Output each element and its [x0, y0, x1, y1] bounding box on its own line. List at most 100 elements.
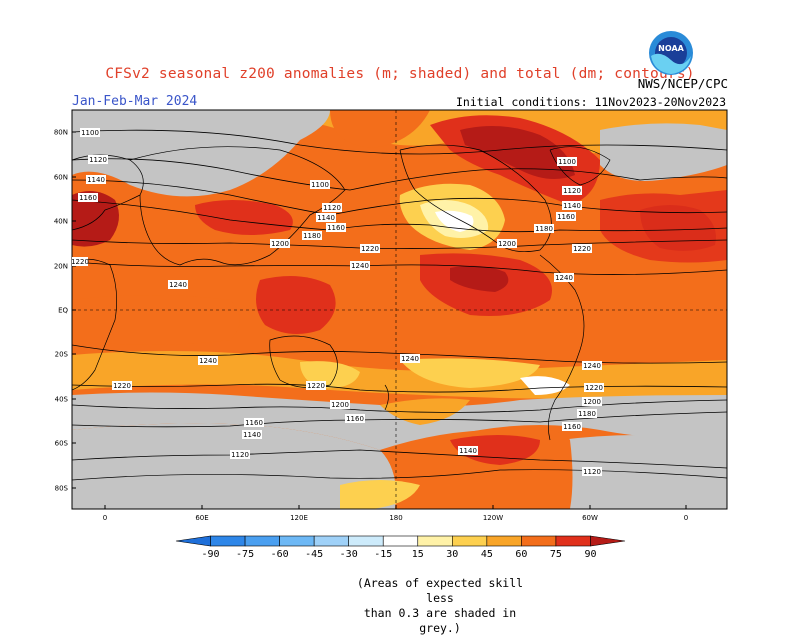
contour-label-1140-c: 1140 — [562, 201, 582, 210]
svg-text:1200: 1200 — [498, 240, 516, 248]
contour-label-1240-f: 1240 — [400, 354, 420, 363]
contour-label-1100-c: 1100 — [557, 157, 577, 166]
colorbar-label: -75 — [236, 549, 254, 560]
contour-label-1240-d: 1240 — [554, 273, 574, 282]
colorbar-swatch — [521, 535, 557, 547]
season-label: Jan-Feb-Mar 2024 — [72, 94, 198, 109]
lat-tick-label: 20N — [54, 263, 68, 271]
lon-tick-label: 120E — [290, 514, 308, 522]
colorbar-label: -15 — [374, 549, 392, 560]
skill-note: (Areas of expected skill less than 0.3 a… — [340, 576, 540, 636]
contour-label-1120-c: 1120 — [562, 186, 582, 195]
colorbar-label: 90 — [584, 549, 596, 560]
contour-label-1160-f: 1160 — [562, 422, 582, 431]
lat-tick-label: 40N — [54, 218, 68, 226]
colorbar-label: 15 — [412, 549, 424, 560]
contour-label-1140-e: 1140 — [458, 446, 478, 455]
red-maritime-continent — [256, 276, 336, 334]
grey-south-east — [560, 435, 727, 509]
svg-text:1220: 1220 — [71, 258, 89, 266]
colorbar-label: 75 — [550, 549, 562, 560]
contour-label-1120: 1120 — [88, 155, 108, 164]
svg-text:1120: 1120 — [231, 451, 249, 459]
colorbar-swatch — [590, 535, 626, 547]
contour-label-1160-d: 1160 — [244, 418, 264, 427]
lat-tick-label: 80N — [54, 129, 68, 137]
svg-text:1140: 1140 — [87, 176, 105, 184]
colorbar: -90 -75 -60 -45 -30 -15 15 30 45 60 75 90 — [175, 535, 626, 560]
svg-text:1240: 1240 — [351, 262, 369, 270]
svg-text:1240: 1240 — [401, 355, 419, 363]
coastlines — [72, 144, 727, 481]
lat-tick-label: 80S — [55, 485, 69, 493]
red-europe-west — [72, 191, 119, 247]
svg-text:1140: 1140 — [563, 202, 581, 210]
contour-label-1220-f: 1220 — [584, 383, 604, 392]
contour-label-1160-c: 1160 — [556, 212, 576, 221]
contour-label-1220-d: 1220 — [112, 381, 132, 390]
lon-tick-label: 60W — [582, 514, 598, 522]
lat-tick-label: 60S — [55, 440, 69, 448]
svg-text:1240: 1240 — [169, 281, 187, 289]
lat-tick-label: EQ — [58, 307, 68, 315]
contour-label-1160-b: 1160 — [326, 223, 346, 232]
map-field — [72, 110, 727, 509]
svg-text:1200: 1200 — [331, 401, 349, 409]
colorbar-swatch — [210, 535, 246, 547]
colorbar-swatch — [313, 535, 349, 547]
contour-label-1100-b: 1100 — [310, 180, 330, 189]
colorbar-swatch — [348, 535, 384, 547]
svg-text:1160: 1160 — [346, 415, 364, 423]
colorbar-swatch — [244, 535, 280, 547]
colorbar-swatch — [417, 535, 453, 547]
svg-text:NOAA: NOAA — [658, 44, 684, 53]
svg-text:1220: 1220 — [113, 382, 131, 390]
lon-tick-label: 120W — [483, 514, 503, 522]
svg-text:1180: 1180 — [535, 225, 553, 233]
contour-label-1200-e: 1200 — [582, 397, 602, 406]
latitude-axis: 80N 60N 40N 20N EQ 20S 40S 60S 80S — [54, 129, 76, 493]
chart-title: CFSv2 seasonal z200 anomalies (m; shaded… — [105, 66, 695, 82]
svg-text:1200: 1200 — [583, 398, 601, 406]
contour-label-1240-g: 1240 — [582, 361, 602, 370]
colorbar-swatch — [486, 535, 522, 547]
initial-conditions-label: Initial conditions: 11Nov2023-20Nov2023 — [455, 95, 726, 109]
skill-note-line1: (Areas of expected skill less — [356, 576, 524, 605]
lat-tick-label: 40S — [55, 396, 69, 404]
svg-text:1160: 1160 — [563, 423, 581, 431]
contour-label-1220-b: 1220 — [360, 244, 380, 253]
contour-label-1120-d: 1120 — [230, 450, 250, 459]
lat-tick-label: 20S — [55, 351, 69, 359]
svg-text:1100: 1100 — [81, 129, 99, 137]
colorbar-label: 30 — [446, 549, 458, 560]
contour-label-1240-b: 1240 — [350, 261, 370, 270]
svg-text:1220: 1220 — [307, 382, 325, 390]
contour-label-1180-d: 1180 — [577, 409, 597, 418]
svg-text:1220: 1220 — [573, 245, 591, 253]
colorbar-swatch — [382, 535, 419, 547]
svg-text:1140: 1140 — [317, 214, 335, 222]
contour-labels: 1100 1120 1140 1160 1100 1120 1140 1160 … — [71, 128, 604, 476]
south-yellow-pacific — [400, 358, 540, 388]
grey-south-mid — [72, 392, 727, 450]
svg-text:1120: 1120 — [563, 187, 581, 195]
longitude-axis: 0 60E 120E 180 120W 60W 0 — [103, 505, 688, 522]
contours — [72, 129, 727, 469]
contour-label-1140-b: 1140 — [316, 213, 336, 222]
contour-label-1220-e: 1220 — [306, 381, 326, 390]
svg-text:1100: 1100 — [558, 158, 576, 166]
colorbar-swatch — [279, 535, 315, 547]
contour-label-1240-c: 1240 — [168, 280, 188, 289]
grey-south-west — [72, 423, 396, 509]
colorbar-label: -30 — [340, 549, 358, 560]
contour-label-1120-e: 1120 — [582, 467, 602, 476]
contour-label-1120-b: 1120 — [322, 203, 342, 212]
grey-north-east — [600, 123, 727, 181]
contour-label-1100: 1100 — [80, 128, 100, 137]
lon-tick-label: 0 — [103, 514, 107, 522]
contour-label-1240-e: 1240 — [198, 356, 218, 365]
contour-label-1180-b: 1180 — [302, 231, 322, 240]
colorbar-label: -60 — [271, 549, 289, 560]
colorbar-label: 60 — [515, 549, 527, 560]
colorbar-swatch — [175, 535, 211, 547]
